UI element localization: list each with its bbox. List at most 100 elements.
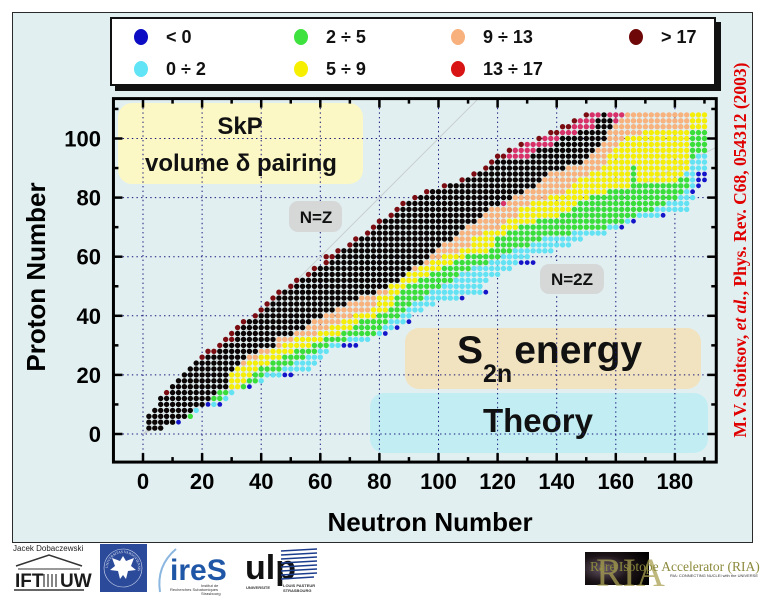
nucleus-point bbox=[163, 401, 170, 408]
nucleus-point bbox=[424, 265, 430, 272]
nucleus-point bbox=[359, 283, 365, 289]
nucleus-point bbox=[353, 319, 359, 325]
nucleus-point bbox=[412, 218, 418, 224]
nucleus-point bbox=[429, 236, 436, 242]
nucleus-point bbox=[548, 153, 554, 159]
nucleus-point bbox=[264, 372, 270, 378]
nucleus-point bbox=[317, 283, 323, 289]
nucleus-point bbox=[223, 372, 229, 378]
nucleus-point bbox=[364, 301, 371, 307]
nucleus-point bbox=[684, 200, 690, 207]
nucleus-point bbox=[554, 159, 560, 165]
nucleus-point bbox=[477, 206, 483, 213]
nucleus-point bbox=[234, 348, 241, 354]
nucleus-point bbox=[518, 194, 524, 201]
nucleus-point bbox=[447, 224, 453, 230]
nucleus-point bbox=[205, 372, 211, 378]
nucleus-point bbox=[353, 277, 359, 283]
nucleus-point bbox=[660, 129, 666, 136]
nucleus-point bbox=[288, 324, 294, 331]
nucleus-point bbox=[400, 200, 406, 207]
nucleus-point bbox=[223, 360, 229, 366]
nucleus-point bbox=[636, 153, 643, 159]
nucleus-point bbox=[217, 372, 223, 378]
nucleus-point bbox=[477, 230, 483, 236]
nucleus-point bbox=[187, 395, 193, 402]
nucleus-point bbox=[353, 259, 359, 266]
nucleus-point bbox=[577, 165, 583, 171]
nucleus-point bbox=[217, 402, 223, 407]
nucleus-point bbox=[211, 354, 217, 360]
nucleus-point bbox=[678, 147, 684, 153]
legend-marker-icon bbox=[134, 29, 148, 45]
legend-label: < 0 bbox=[166, 26, 192, 47]
nucleus-point bbox=[388, 224, 394, 230]
nucleus-point bbox=[294, 354, 300, 360]
nucleus-point bbox=[199, 401, 205, 408]
nucleus-point bbox=[542, 147, 548, 153]
nucleus-point bbox=[299, 319, 306, 325]
nucleus-point bbox=[607, 153, 613, 159]
nucleus-point bbox=[400, 277, 406, 283]
nucleus-point bbox=[376, 265, 383, 272]
nucleus-point bbox=[282, 301, 288, 307]
nucleus-point bbox=[406, 271, 412, 278]
nucleus-point bbox=[418, 212, 424, 218]
nucleus-point bbox=[246, 372, 253, 378]
nucleus-point bbox=[672, 171, 678, 177]
nucleus-point bbox=[672, 165, 678, 171]
nucleus-point bbox=[689, 171, 696, 177]
y-axis-title: Proton Number bbox=[21, 182, 51, 371]
nucleus-point bbox=[424, 301, 430, 307]
nucleus-point bbox=[512, 165, 518, 171]
nucleus-point bbox=[311, 336, 318, 343]
nucleus-point bbox=[678, 206, 684, 213]
nucleus-point bbox=[642, 135, 649, 142]
nucleus-point bbox=[512, 248, 518, 254]
nucleus-point bbox=[607, 206, 613, 213]
nucleus-point bbox=[536, 189, 542, 195]
nucleus-point bbox=[506, 242, 513, 248]
nucleus-point bbox=[518, 183, 524, 189]
nucleus-point bbox=[542, 224, 548, 230]
nucleus-point bbox=[347, 259, 353, 266]
nucleus-point bbox=[660, 183, 666, 189]
nucleus-point bbox=[636, 112, 643, 118]
nucleus-point bbox=[613, 177, 619, 183]
warsaw-university-seal: UNIVERSITAS VARSOVIENSIS bbox=[100, 544, 147, 592]
nucleus-point bbox=[524, 171, 530, 177]
uw-text: UW bbox=[60, 571, 92, 592]
nucleus-point bbox=[624, 212, 631, 218]
nucleus-point bbox=[270, 319, 276, 325]
nucleus-point bbox=[335, 254, 341, 260]
nucleus-point bbox=[453, 200, 459, 207]
nucleus-point bbox=[583, 206, 589, 213]
nucleus-point bbox=[429, 200, 436, 207]
nucleus-point bbox=[636, 141, 643, 148]
nucleus-point bbox=[536, 248, 542, 254]
nucleus-point bbox=[559, 135, 566, 142]
nucleus-point bbox=[181, 407, 188, 414]
nucleus-point bbox=[483, 254, 489, 260]
ulp-logo: ulp UNIVERSITE LOUIS PASTEUR STRASBOURG bbox=[245, 548, 318, 593]
nucleus-point bbox=[299, 330, 306, 337]
nucleus-point bbox=[347, 330, 353, 337]
nucleus-point bbox=[400, 307, 406, 313]
nucleus-point bbox=[305, 366, 312, 372]
nucleus-point bbox=[500, 265, 507, 272]
nucleus-point bbox=[494, 212, 501, 218]
nucleus-point bbox=[394, 313, 400, 319]
nucleus-point bbox=[246, 378, 253, 384]
nucleus-point bbox=[702, 171, 707, 177]
nucleus-point bbox=[305, 330, 312, 337]
nucleus-point bbox=[642, 153, 649, 159]
nucleus-point bbox=[282, 307, 288, 313]
nucleus-point bbox=[187, 401, 193, 408]
nucleus-point bbox=[642, 189, 649, 195]
nucleus-point bbox=[548, 194, 554, 201]
nucleus-point bbox=[589, 224, 595, 230]
nucleus-point bbox=[187, 413, 193, 419]
nucleus-point bbox=[619, 153, 625, 159]
nucleus-point bbox=[418, 236, 424, 242]
nucleus-point bbox=[559, 242, 566, 248]
